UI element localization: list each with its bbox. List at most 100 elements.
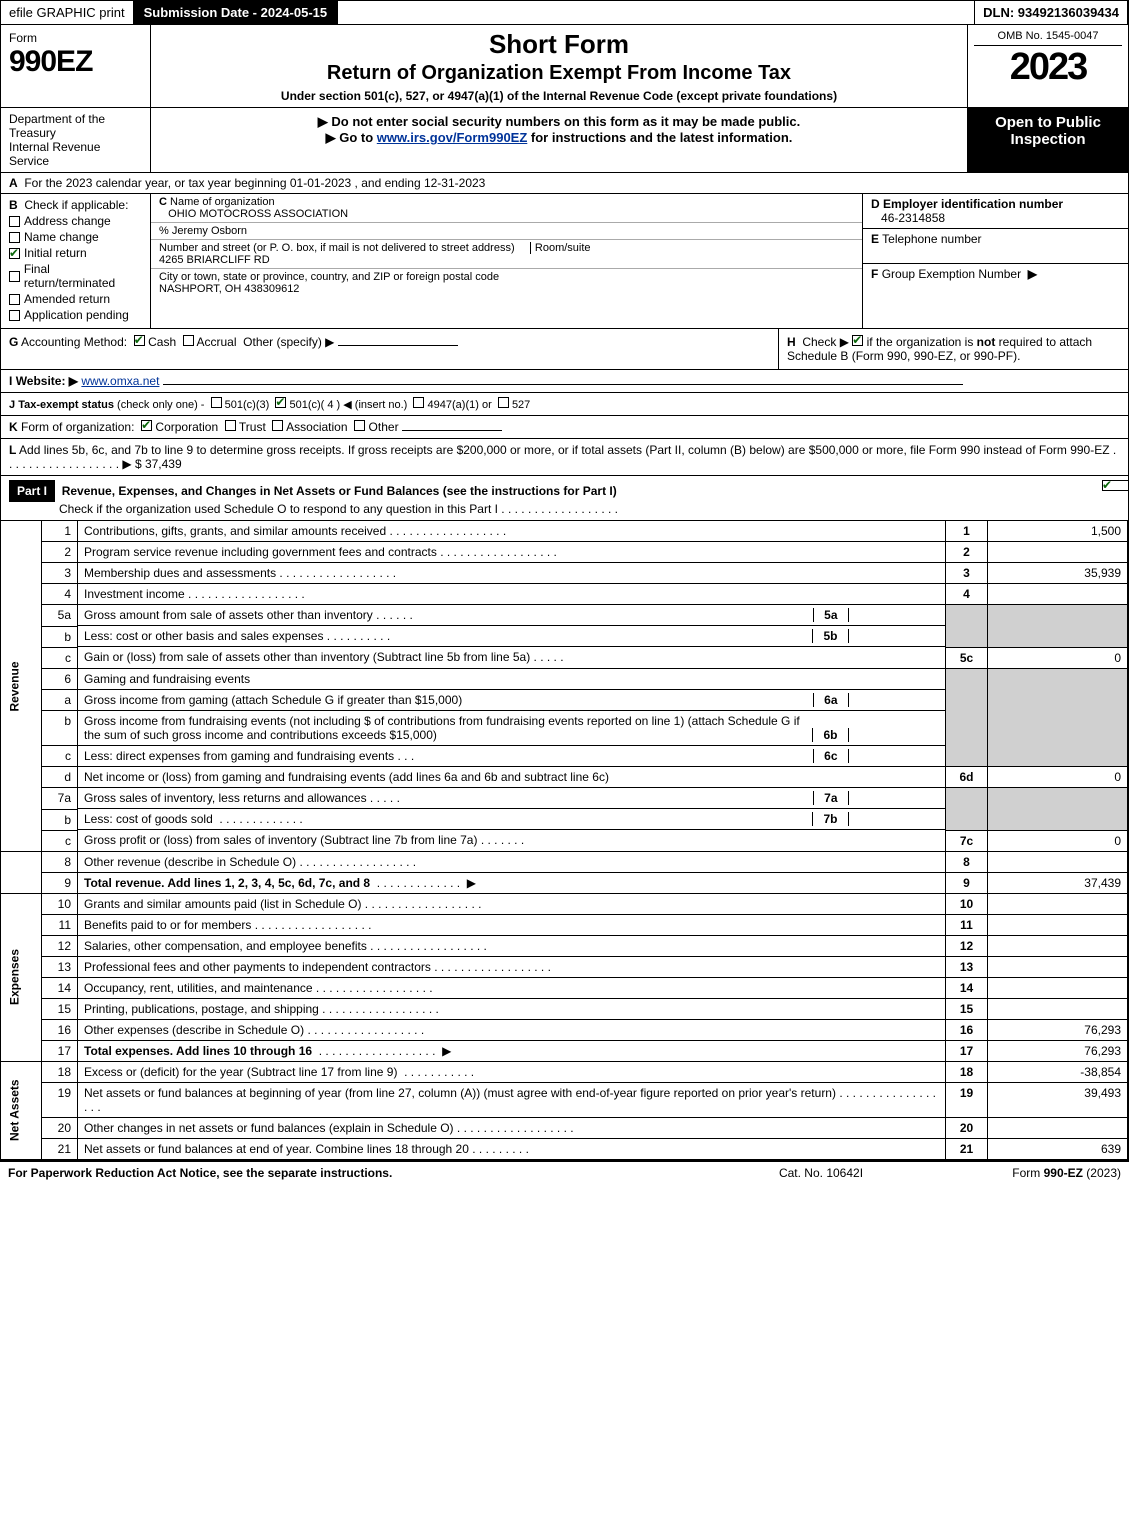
cb-527[interactable] bbox=[498, 397, 509, 408]
footer-left: For Paperwork Reduction Act Notice, see … bbox=[8, 1166, 721, 1180]
line-2-v bbox=[988, 542, 1128, 563]
line-5b-desc: Less: cost or other basis and sales expe… bbox=[84, 629, 323, 643]
line-16-desc: Other expenses (describe in Schedule O) bbox=[84, 1023, 304, 1037]
J-sub: (check only one) - bbox=[117, 399, 204, 411]
part1-label: Part I bbox=[9, 480, 55, 502]
line-6a-desc: Gross income from gaming (attach Schedul… bbox=[84, 693, 813, 707]
cb-corporation[interactable] bbox=[141, 420, 152, 431]
inst2-post: for instructions and the latest informat… bbox=[527, 130, 792, 145]
section-H: H Check ▶ if the organization is not req… bbox=[778, 329, 1128, 369]
section-G: G Accounting Method: Cash Accrual Other … bbox=[1, 329, 778, 369]
title-long: Return of Organization Exempt From Incom… bbox=[161, 62, 957, 85]
E-label: Telephone number bbox=[882, 232, 981, 246]
line-3-desc: Membership dues and assessments bbox=[84, 566, 276, 580]
line-7b-desc: Less: cost of goods sold bbox=[84, 812, 213, 826]
part1-table: Revenue 1Contributions, gifts, grants, a… bbox=[1, 520, 1128, 1160]
line-11-v bbox=[988, 914, 1128, 935]
inst2-pre: ▶ Go to bbox=[326, 130, 377, 145]
part1-dots bbox=[501, 502, 618, 516]
line-9-n: 9 bbox=[946, 872, 988, 893]
cb-application-pending[interactable] bbox=[9, 310, 20, 321]
footer-mid: Cat. No. 10642I bbox=[721, 1166, 921, 1180]
cb-trust[interactable] bbox=[225, 420, 236, 431]
line-18-v: -38,854 bbox=[988, 1061, 1128, 1082]
other-specify-line[interactable] bbox=[338, 345, 458, 346]
row-K: K Form of organization: Corporation Trus… bbox=[1, 415, 1128, 438]
F-label: Group Exemption Number bbox=[882, 267, 1021, 281]
part1-title-row: Part I Revenue, Expenses, and Changes in… bbox=[1, 476, 1098, 520]
dln: DLN: 93492136039434 bbox=[975, 1, 1128, 24]
line-4-n: 4 bbox=[946, 584, 988, 605]
line-6a-mini: 6a bbox=[813, 693, 848, 707]
line-7c-desc: Gross profit or (loss) from sales of inv… bbox=[84, 833, 477, 847]
cb-final-return[interactable] bbox=[9, 271, 20, 282]
line-17-desc: Total expenses. Add lines 10 through 16 bbox=[84, 1044, 312, 1058]
efile-label[interactable]: efile GRAPHIC print bbox=[1, 1, 134, 24]
line-10-desc: Grants and similar amounts paid (list in… bbox=[84, 897, 361, 911]
line-13-n: 13 bbox=[946, 956, 988, 977]
lbl-4947: 4947(a)(1) or bbox=[428, 399, 492, 411]
form-body: Form 990EZ Short Form Return of Organiza… bbox=[0, 25, 1129, 1161]
C-name-label: Name of organization bbox=[170, 196, 275, 208]
cb-amended-return[interactable] bbox=[9, 294, 20, 305]
line-8-desc: Other revenue (describe in Schedule O) bbox=[84, 855, 296, 869]
cb-schedule-o[interactable] bbox=[1102, 480, 1129, 491]
part1-title: Revenue, Expenses, and Changes in Net As… bbox=[62, 484, 617, 498]
line-15-desc: Printing, publications, postage, and shi… bbox=[84, 1002, 319, 1016]
part1-checknote: Check if the organization used Schedule … bbox=[59, 502, 498, 516]
care-of: % Jeremy Osborn bbox=[151, 223, 862, 240]
line-8-n: 8 bbox=[946, 851, 988, 872]
line-14-v bbox=[988, 977, 1128, 998]
line-19-v: 39,493 bbox=[988, 1082, 1128, 1117]
line-6d-n: 6d bbox=[946, 767, 988, 788]
line-5c-v: 0 bbox=[988, 647, 1128, 668]
form-id-cell: Form 990EZ bbox=[1, 25, 151, 107]
L-text: Add lines 5b, 6c, and 7b to line 9 to de… bbox=[19, 443, 1110, 457]
row-A: A For the 2023 calendar year, or tax yea… bbox=[1, 172, 1128, 193]
cb-schedule-b[interactable] bbox=[852, 335, 863, 346]
cb-name-change[interactable] bbox=[9, 232, 20, 243]
line-6-desc: Gaming and fundraising events bbox=[78, 668, 946, 689]
line-13-desc: Professional fees and other payments to … bbox=[84, 960, 431, 974]
netassets-label: Net Assets bbox=[1, 1061, 42, 1159]
instructions: ▶ Do not enter social security numbers o… bbox=[151, 108, 968, 172]
revenue-label: Revenue bbox=[1, 521, 42, 852]
cb-initial-return[interactable] bbox=[9, 248, 20, 259]
cb-address-change[interactable] bbox=[9, 216, 20, 227]
line-11-n: 11 bbox=[946, 914, 988, 935]
line-5b-mini: 5b bbox=[812, 629, 848, 643]
L-amount: $ 37,439 bbox=[135, 457, 182, 471]
cb-501c3[interactable] bbox=[211, 397, 222, 408]
J-label: Tax-exempt status bbox=[18, 399, 114, 411]
section-D: D Employer identification number 46-2314… bbox=[863, 194, 1128, 328]
cb-accrual[interactable] bbox=[183, 335, 194, 346]
line-17-n: 17 bbox=[946, 1040, 988, 1061]
line-11-desc: Benefits paid to or for members bbox=[84, 918, 251, 932]
cb-4947[interactable] bbox=[413, 397, 424, 408]
cb-cash[interactable] bbox=[134, 335, 145, 346]
instruction-row: Department of the Treasury Internal Reve… bbox=[1, 107, 1128, 172]
lbl-final-return: Final return/terminated bbox=[24, 262, 142, 290]
line-6c-mini: 6c bbox=[813, 749, 848, 763]
line-21-n: 21 bbox=[946, 1138, 988, 1159]
website-link[interactable]: www.omxa.net bbox=[81, 374, 159, 388]
line-10-v bbox=[988, 893, 1128, 914]
H-pre: Check ▶ bbox=[802, 335, 852, 349]
topbar-spacer bbox=[338, 1, 975, 24]
room-label: Room/suite bbox=[530, 242, 591, 254]
line-1-desc: Contributions, gifts, grants, and simila… bbox=[84, 524, 386, 538]
street-label: Number and street (or P. O. box, if mail… bbox=[159, 242, 515, 254]
lbl-other-org: Other bbox=[369, 420, 399, 434]
submission-date: Submission Date - 2024-05-15 bbox=[134, 1, 339, 24]
cb-501c[interactable] bbox=[275, 397, 286, 408]
lbl-527: 527 bbox=[512, 399, 530, 411]
line-7b-mini: 7b bbox=[812, 812, 848, 826]
cb-association[interactable] bbox=[272, 420, 283, 431]
lbl-corporation: Corporation bbox=[155, 420, 218, 434]
cb-other-org[interactable] bbox=[354, 420, 365, 431]
irs-link[interactable]: www.irs.gov/Form990EZ bbox=[377, 130, 528, 145]
row-A-text: For the 2023 calendar year, or tax year … bbox=[24, 176, 485, 190]
line-12-n: 12 bbox=[946, 935, 988, 956]
instruction-1: ▶ Do not enter social security numbers o… bbox=[161, 114, 957, 130]
line-4-v bbox=[988, 584, 1128, 605]
